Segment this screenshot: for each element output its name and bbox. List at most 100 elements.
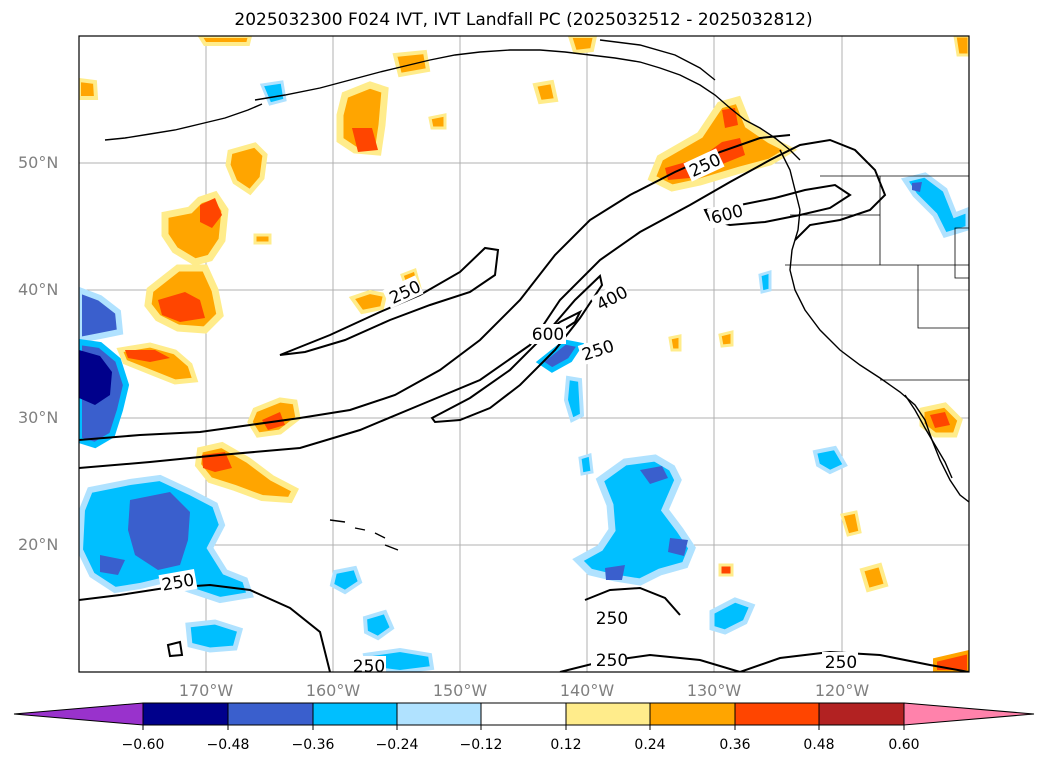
colorbar-tick-label: −0.60 — [121, 737, 165, 753]
neg-region-south-155w — [362, 609, 395, 641]
contour-250-south-west — [79, 583, 331, 672]
aleutian-islands — [104, 103, 263, 141]
neg-region-south-135w-core — [640, 466, 668, 484]
neg-region-140w-30n — [563, 375, 585, 423]
pos-region-east-edge-top — [953, 36, 969, 57]
map-title: 2025032300 F024 IVT, IVT Landfall PC (20… — [234, 10, 813, 30]
colorbar-segment — [312, 702, 398, 726]
pos-region-bering-core — [352, 128, 378, 152]
neg-region-south-130w — [709, 597, 756, 635]
contour-label: 400 — [593, 282, 631, 315]
colorbar — [13, 702, 1035, 730]
lon-label-120w: 120°W — [814, 681, 870, 700]
pos-region-gulf-alaska-core2 — [722, 108, 738, 128]
pos-region-165w-50n — [225, 142, 268, 196]
neg-region-coast-48n — [900, 172, 969, 239]
lat-label-40n: 40°N — [18, 280, 59, 299]
alaska-interior — [599, 39, 716, 81]
neg-region-north-168w — [259, 80, 287, 106]
neg-region-south-135w-core3 — [605, 565, 625, 580]
lon-label-150w: 150°W — [432, 681, 488, 700]
neg-region-south-170w — [185, 619, 244, 653]
lon-label-140w: 140°W — [559, 681, 615, 700]
colorbar-segment — [142, 702, 229, 726]
hawaii-islands — [329, 519, 399, 551]
colorbar-tick-label: 0.12 — [550, 737, 582, 753]
neg-region-sw-core — [128, 492, 190, 570]
colorbar-segment — [480, 702, 567, 726]
pos-region-166w-42n — [253, 233, 272, 245]
lon-label-170w: 170°W — [178, 681, 234, 700]
contour-250-main — [79, 138, 887, 469]
neg-region-cbl — [758, 269, 772, 294]
contour-label: 250 — [825, 653, 857, 673]
neg-region-125w-25n — [812, 445, 848, 475]
contour-400 — [430, 274, 604, 424]
negative-anomaly-regions — [79, 80, 969, 672]
pos-region-140w-37n — [668, 334, 682, 352]
contour-250-south-bottom — [559, 653, 741, 672]
neg-region-south-135w — [572, 454, 696, 586]
us-west-coast — [789, 209, 969, 503]
colorbar-tick-label: −0.36 — [291, 737, 335, 753]
contour-labels: 250 250 600 400 600 250 250 250 250 250 … — [160, 150, 857, 677]
neg-region-sw-core2 — [100, 555, 125, 575]
colorbar-segment — [565, 702, 651, 726]
pos-region-155w-44n — [428, 113, 447, 130]
colorbar-tick-label: 0.48 — [803, 737, 835, 753]
contour-label: 250 — [580, 336, 617, 365]
colorbar-segment — [734, 702, 820, 726]
colorbar-tick-label: −0.24 — [375, 737, 419, 753]
contour-label-backgrounds — [158, 148, 858, 676]
lat-label-50n: 50°N — [18, 153, 59, 172]
alaska-coast — [254, 49, 801, 161]
pos-region-168w-45n-core — [200, 198, 222, 228]
colorbar-segment — [649, 702, 736, 726]
plot-frame — [78, 35, 970, 673]
colorbar-extend-right — [903, 702, 1035, 726]
lon-label-130w: 130°W — [686, 681, 742, 700]
contour-label: 250 — [596, 609, 628, 629]
lon-label-160w: 160°W — [305, 681, 361, 700]
neg-region-coast-48n-core — [912, 182, 922, 192]
coastlines — [104, 39, 969, 551]
pos-region-top-157w — [392, 49, 431, 78]
baja-california — [904, 394, 953, 479]
pos-region-top-140w — [567, 36, 598, 55]
pos-region-124w-22n — [840, 510, 862, 537]
colorbar-segment — [227, 702, 314, 726]
pos-region-135w-38n — [718, 330, 734, 348]
neg-region-west-40n — [79, 286, 124, 344]
colorbar-tick-label: −0.12 — [459, 737, 503, 753]
pos-region-top-165w — [197, 36, 253, 46]
contour-label: 250 — [596, 651, 628, 671]
colorbar-tick-label: 0.24 — [634, 737, 666, 753]
lat-label-30n: 30°N — [18, 408, 59, 427]
neg-region-140w-25n — [578, 453, 594, 476]
neg-region-south-135w-core2 — [668, 538, 688, 556]
pos-region-173w-35n-core — [125, 350, 170, 362]
political-borders — [785, 175, 969, 381]
colorbar-ticks — [142, 725, 905, 730]
neg-region-west-core — [79, 350, 112, 405]
contour-250-small — [166, 640, 184, 658]
pos-region-170w-40n-core — [158, 292, 205, 322]
colorbar-tick-label: 0.36 — [719, 737, 751, 753]
colorbar-tick-label: 0.60 — [888, 737, 920, 753]
pos-region-134w-18n — [718, 563, 734, 577]
contour-250-south-mid — [584, 586, 681, 616]
contour-label: 600 — [532, 325, 564, 345]
colorbar-tick-label: −0.48 — [206, 737, 250, 753]
contour-250-loop — [279, 246, 500, 356]
pos-region-155w-40n — [348, 289, 388, 315]
colorbar-segment — [818, 702, 905, 726]
pos-region-122w-18n — [859, 562, 889, 593]
pos-region-west-57n — [79, 77, 99, 100]
contour-label: 250 — [353, 657, 385, 677]
colorbar-segment — [396, 702, 482, 726]
lat-label-20n: 20°N — [18, 535, 59, 554]
pos-region-142w-56n — [532, 79, 559, 105]
colorbar-extend-left — [13, 702, 144, 726]
neg-region-sw-140w — [535, 339, 585, 373]
